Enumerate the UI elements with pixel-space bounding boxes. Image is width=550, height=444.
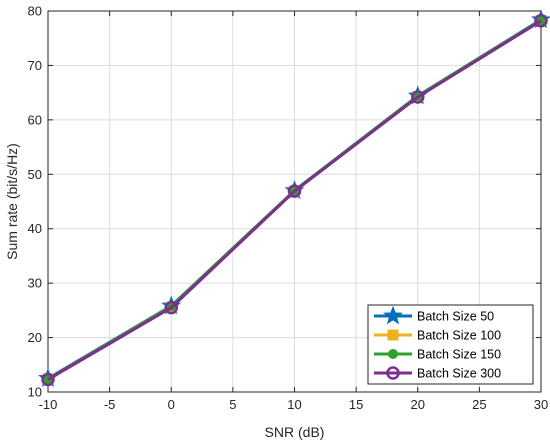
x-axis-ticks: -10 -5 0 5 10 15 20 25 30	[39, 11, 548, 412]
y-tick-label: 40	[28, 221, 42, 236]
series-layer	[38, 9, 550, 387]
legend-item: Batch Size 300	[374, 366, 501, 381]
legend-label: Batch Size 150	[417, 348, 501, 362]
y-tick-label: 30	[28, 276, 42, 291]
x-tick-label: 30	[534, 397, 548, 412]
y-tick-label: 20	[28, 330, 42, 345]
y-tick-label: 60	[28, 112, 42, 127]
legend-label: Batch Size 100	[417, 329, 501, 343]
x-tick-label: -10	[39, 397, 58, 412]
series-line	[47, 19, 542, 381]
legend-marker	[387, 329, 399, 341]
x-axis-label: SNR (dB)	[265, 424, 325, 440]
legend-label: Batch Size 50	[417, 310, 494, 324]
legend-label: Batch Size 300	[417, 367, 501, 381]
y-tick-label: 50	[28, 167, 42, 182]
y-tick-label: 10	[28, 385, 42, 400]
x-tick-label: 0	[168, 397, 175, 412]
x-tick-label: 25	[472, 397, 486, 412]
data-point-marker	[287, 184, 302, 198]
x-tick-label: 20	[411, 397, 425, 412]
legend-marker	[383, 305, 403, 325]
legend-marker	[388, 349, 398, 359]
series-4	[41, 14, 548, 387]
data-point-marker	[534, 14, 548, 28]
legend-marker	[386, 366, 400, 380]
y-axis-label: Sum rate (bit/s/Hz)	[4, 143, 20, 260]
y-tick-label: 80	[28, 4, 42, 19]
data-point-marker	[411, 90, 425, 104]
data-point-marker	[164, 300, 178, 315]
legend: Batch Size 50 Batch Size 100 Batch Size 15…	[367, 304, 534, 385]
data-point-marker	[41, 372, 55, 387]
legend-item: Batch Size 50	[374, 305, 494, 325]
legend-item: Batch Size 150	[374, 348, 501, 362]
x-tick-label: 15	[349, 397, 363, 412]
x-tick-label: 10	[287, 397, 301, 412]
y-tick-label: 70	[28, 58, 42, 73]
y-axis-ticks: 10 20 30 40 50 60 70 80	[28, 4, 541, 400]
x-tick-label: -5	[104, 397, 116, 412]
legend-item: Batch Size 100	[374, 329, 501, 343]
x-tick-label: 5	[229, 397, 236, 412]
